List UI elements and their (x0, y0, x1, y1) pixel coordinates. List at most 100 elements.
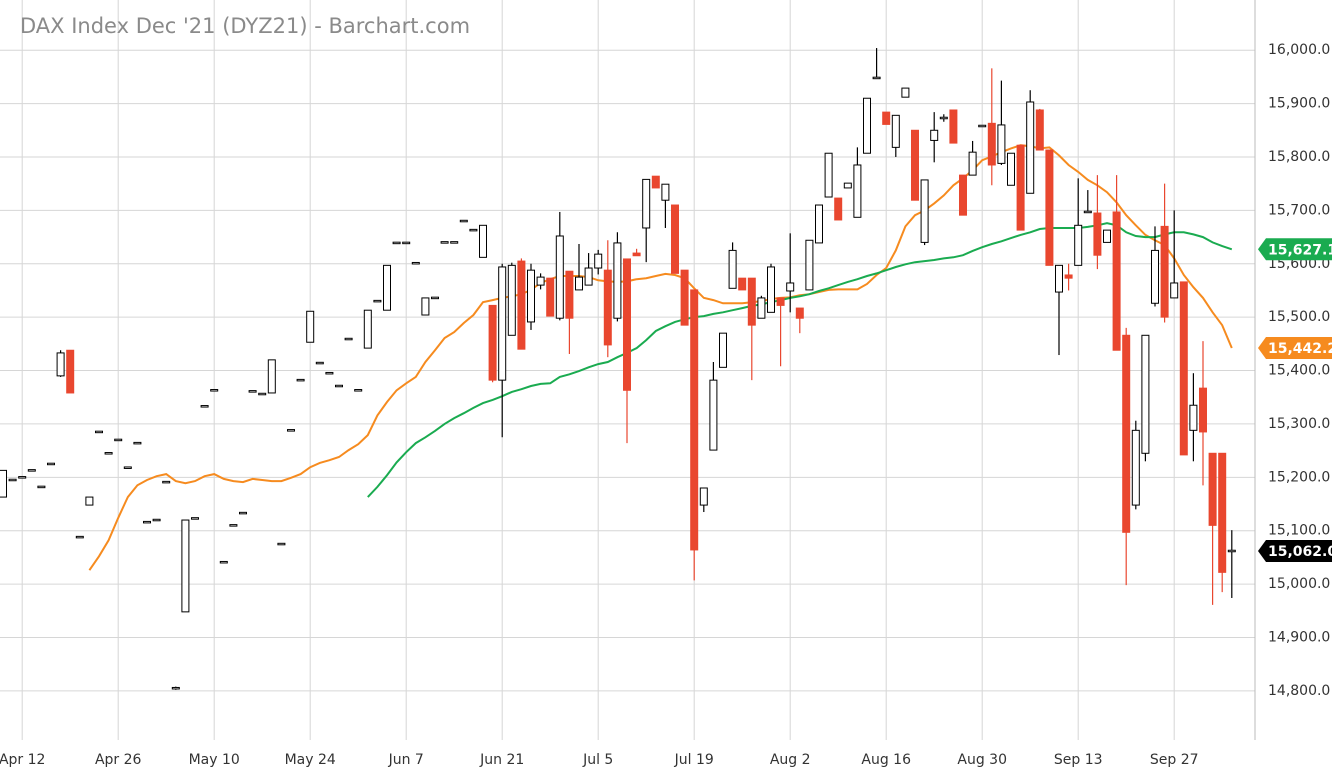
candle-body (767, 266, 775, 313)
candle-body (920, 179, 929, 243)
candle-body (114, 438, 123, 442)
candle-body (315, 361, 324, 365)
candle-body (469, 228, 478, 232)
candle-body (402, 241, 411, 245)
candle-body (392, 241, 401, 245)
candle-body (1112, 211, 1121, 351)
candle-body (143, 520, 151, 524)
y-tick-label: 14,800.0 (1268, 683, 1330, 699)
y-tick-label: 16,000.0 (1268, 42, 1330, 58)
candle-body (997, 124, 1006, 164)
candle-body (123, 466, 132, 469)
y-tick-label: 14,900.0 (1268, 629, 1330, 645)
y-tick-label: 15,800.0 (1268, 149, 1330, 165)
candle-body (527, 269, 535, 323)
candle-body (632, 252, 641, 257)
candle-body (1026, 101, 1035, 194)
candle-body (267, 359, 276, 394)
y-tick-label: 15,500.0 (1268, 309, 1330, 325)
candle-body (1189, 404, 1198, 431)
candle-body (95, 430, 103, 434)
last-value-tag (1258, 539, 1332, 562)
candle-body (219, 560, 228, 564)
moving-average-line (88, 144, 1233, 571)
y-tick-label: 15,100.0 (1268, 523, 1330, 539)
candle-body (738, 277, 747, 291)
candle-body (747, 277, 756, 326)
candle-body (56, 352, 65, 377)
candle-body (843, 182, 852, 189)
candle-body (565, 270, 574, 319)
y-tick-label: 15,400.0 (1268, 363, 1330, 379)
candle-body (287, 429, 295, 432)
candle-body (1122, 334, 1131, 533)
candle-body (431, 296, 439, 300)
moving-average-line (367, 222, 1233, 498)
candle-body (901, 87, 910, 98)
candle-body (200, 405, 209, 408)
candle-body (325, 371, 334, 375)
candle-body (834, 197, 843, 221)
candle-body (824, 152, 833, 198)
last-value-tag (1258, 337, 1332, 360)
last-value-label: 15,442.2 (1268, 341, 1332, 357)
candle-body (699, 487, 708, 506)
candle-body (930, 129, 939, 141)
candle-body (757, 297, 766, 319)
candle-body (421, 297, 430, 316)
candle-body (47, 462, 55, 466)
candle-body (1179, 281, 1188, 456)
candle-body (536, 276, 545, 286)
candle-body (719, 332, 727, 368)
candle-body (1199, 387, 1207, 433)
candle-body (258, 392, 267, 396)
candle-body (1151, 249, 1159, 304)
y-tick-label: 15,900.0 (1268, 96, 1330, 112)
candle-body (939, 116, 948, 120)
candle-body (363, 309, 372, 349)
candle-body (162, 480, 171, 484)
candle-body (306, 310, 315, 343)
candle-body (296, 378, 305, 382)
candle-body (1208, 452, 1217, 526)
candle-body (277, 542, 286, 546)
candle-body (853, 164, 862, 218)
candle-body (863, 97, 871, 154)
candle-body (872, 76, 881, 80)
candle-body (517, 260, 526, 350)
x-tick-label: Apr 26 (95, 752, 142, 768)
candle-body (987, 122, 996, 166)
candle-body (1083, 210, 1092, 214)
candle-body (171, 686, 180, 690)
candle-body (104, 452, 113, 455)
candle-body (815, 204, 823, 244)
x-tick-label: Aug 30 (957, 752, 1007, 768)
x-tick-label: Aug 2 (770, 752, 811, 768)
candle-body (1170, 282, 1179, 299)
candle-body (575, 276, 583, 291)
candle-body (728, 249, 737, 289)
candle-body (594, 253, 603, 269)
x-tick-label: Jul 5 (582, 752, 613, 768)
candle-body (1227, 549, 1236, 553)
candle-body (488, 304, 497, 381)
candle-body (1103, 229, 1111, 243)
candle-body (690, 289, 699, 551)
y-tick-label: 15,000.0 (1268, 576, 1330, 592)
candle-body (805, 239, 814, 291)
candle-body (152, 518, 161, 522)
candle-body (1035, 109, 1044, 151)
candle-body (949, 109, 958, 144)
candle-body (75, 535, 84, 539)
candle-body (546, 277, 555, 317)
x-tick-label: Jun 7 (388, 752, 424, 768)
candle-body (85, 496, 94, 506)
candle-body (623, 258, 631, 391)
x-tick-label: Aug 16 (861, 752, 911, 768)
candle-body (978, 124, 987, 128)
candle-body (383, 264, 391, 311)
y-tick-label: 15,300.0 (1268, 416, 1330, 432)
candle-body (709, 379, 718, 451)
candle-body (411, 261, 420, 265)
